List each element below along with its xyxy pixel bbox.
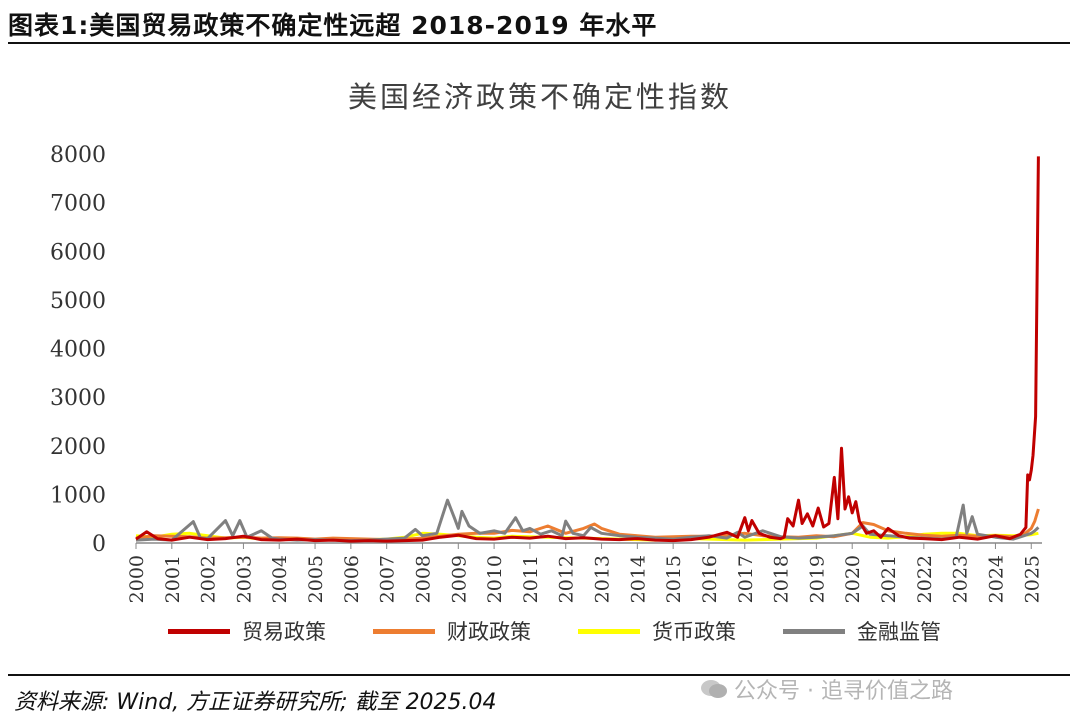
y-tick-label-2000: 2000 <box>50 435 106 460</box>
x-tick-label-2007: 2007 <box>377 555 399 603</box>
legend-swatch-monetary <box>578 628 640 634</box>
y-tick-label-6000: 6000 <box>50 240 106 265</box>
x-tick-label-2022: 2022 <box>914 555 936 603</box>
title-divider <box>8 42 1070 44</box>
legend-item-regulation: 金融监管 <box>783 616 988 646</box>
x-tick-label-2006: 2006 <box>341 555 363 603</box>
y-tick-label-0: 0 <box>92 532 106 557</box>
legend-swatch-trade <box>168 628 230 634</box>
legend-label-trade: 贸易政策 <box>242 620 326 644</box>
legend-item-monetary: 货币政策 <box>578 616 783 646</box>
legend-item-trade: 贸易政策 <box>168 616 373 646</box>
x-tick-label-2023: 2023 <box>950 555 972 603</box>
x-tick-label-2017: 2017 <box>735 555 757 603</box>
chart-title: 美国经济政策不确定性指数 <box>347 80 732 114</box>
x-tick-label-2019: 2019 <box>806 555 828 603</box>
y-axis-ticks: 0 1000 2000 3000 4000 5000 6000 7000 8000 <box>50 143 106 557</box>
y-tick-label-8000: 8000 <box>50 143 106 168</box>
legend-label-fiscal: 财政政策 <box>447 620 531 644</box>
x-tick-label-2015: 2015 <box>663 555 685 603</box>
x-axis: 2000 2001 2002 2003 2004 2005 2006 2007 2008 2009… <box>126 542 1043 603</box>
x-tick-label-2003: 2003 <box>233 555 255 603</box>
x-tick-label-2020: 2020 <box>842 555 864 603</box>
x-tick-label-2002: 2002 <box>198 555 220 603</box>
series-lines <box>135 156 1040 543</box>
series-line-trade <box>135 156 1040 543</box>
source-note: 资料来源: Wind, 方正证券研究所; 截至 2025.04 <box>14 690 497 715</box>
series-line-fiscal <box>135 508 1040 542</box>
legend-label-regulation: 金融监管 <box>857 620 941 644</box>
wechat-icon <box>701 680 727 698</box>
y-tick-label-7000: 7000 <box>50 192 106 217</box>
x-tick-label-2000: 2000 <box>126 555 148 603</box>
x-tick-label-2011: 2011 <box>520 555 542 603</box>
x-tick-label-2010: 2010 <box>484 555 506 603</box>
legend-label-monetary: 货币政策 <box>652 620 736 644</box>
x-tick-label-2025: 2025 <box>1021 555 1043 603</box>
x-tick-label-2021: 2021 <box>878 555 900 603</box>
watermark: 公众号 · 追寻价值之路 <box>700 673 953 705</box>
legend-item-fiscal: 财政政策 <box>373 616 578 646</box>
x-tick-label-2014: 2014 <box>627 555 649 603</box>
y-tick-label-5000: 5000 <box>50 289 106 314</box>
x-tick-label-2024: 2024 <box>985 555 1007 603</box>
x-tick-label-2009: 2009 <box>448 555 470 603</box>
legend-swatch-fiscal <box>373 628 435 634</box>
watermark-text: 公众号 · 追寻价值之路 <box>734 679 953 704</box>
x-tick-label-2008: 2008 <box>412 555 434 603</box>
legend-swatch-regulation <box>783 628 845 634</box>
x-tick-label-2013: 2013 <box>592 555 614 603</box>
chart-legend: 贸易政策 财政政策 货币政策 金融监管 <box>168 616 988 646</box>
x-tick-label-2012: 2012 <box>556 555 578 603</box>
y-tick-label-1000: 1000 <box>50 483 106 508</box>
series-line-regulation <box>135 498 1040 543</box>
x-tick-label-2005: 2005 <box>305 555 327 603</box>
x-tick-label-2001: 2001 <box>162 555 184 603</box>
x-tick-label-2016: 2016 <box>699 555 721 603</box>
y-tick-label-3000: 3000 <box>50 386 106 411</box>
figure-title: 图表1:美国贸易政策不确定性远超 2018-2019 年水平 <box>8 11 658 40</box>
x-tick-label-2018: 2018 <box>771 555 793 603</box>
bottom-divider <box>8 674 1070 676</box>
x-tick-label-2004: 2004 <box>269 555 291 603</box>
y-tick-label-4000: 4000 <box>50 338 106 363</box>
